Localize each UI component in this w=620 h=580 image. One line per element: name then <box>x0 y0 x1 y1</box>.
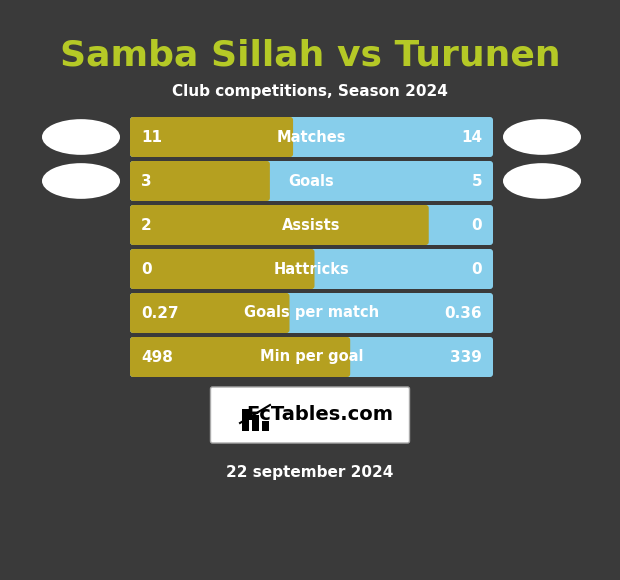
Ellipse shape <box>503 163 581 199</box>
Bar <box>252 415 259 431</box>
Text: Assists: Assists <box>282 218 341 233</box>
Text: 0: 0 <box>471 262 482 277</box>
Text: 22 september 2024: 22 september 2024 <box>226 465 394 480</box>
Text: 0.27: 0.27 <box>141 306 179 321</box>
Text: 0: 0 <box>471 218 482 233</box>
Text: Goals: Goals <box>289 173 334 188</box>
Text: Hattricks: Hattricks <box>273 262 350 277</box>
FancyBboxPatch shape <box>130 249 314 289</box>
FancyBboxPatch shape <box>130 205 429 245</box>
FancyBboxPatch shape <box>130 337 493 377</box>
Text: 0.36: 0.36 <box>445 306 482 321</box>
FancyBboxPatch shape <box>130 117 293 157</box>
Ellipse shape <box>42 119 120 155</box>
Text: 11: 11 <box>141 129 162 144</box>
Text: Min per goal: Min per goal <box>260 350 363 364</box>
FancyBboxPatch shape <box>130 249 493 289</box>
FancyBboxPatch shape <box>130 161 270 201</box>
Text: 5: 5 <box>471 173 482 188</box>
Text: Samba Sillah vs Turunen: Samba Sillah vs Turunen <box>60 38 560 72</box>
Text: 0: 0 <box>141 262 152 277</box>
Ellipse shape <box>503 119 581 155</box>
Text: 3: 3 <box>141 173 152 188</box>
Text: 498: 498 <box>141 350 173 364</box>
Text: Club competitions, Season 2024: Club competitions, Season 2024 <box>172 84 448 99</box>
FancyBboxPatch shape <box>130 293 493 333</box>
Text: 339: 339 <box>450 350 482 364</box>
Bar <box>262 421 269 431</box>
FancyBboxPatch shape <box>211 387 409 443</box>
Text: Matches: Matches <box>277 129 346 144</box>
FancyBboxPatch shape <box>130 161 493 201</box>
Text: FcTables.com: FcTables.com <box>247 405 394 425</box>
FancyBboxPatch shape <box>130 117 493 157</box>
FancyBboxPatch shape <box>130 205 493 245</box>
Ellipse shape <box>42 163 120 199</box>
Text: Goals per match: Goals per match <box>244 306 379 321</box>
Text: 2: 2 <box>141 218 152 233</box>
FancyBboxPatch shape <box>130 293 290 333</box>
Text: 14: 14 <box>461 129 482 144</box>
Bar <box>242 409 249 431</box>
FancyBboxPatch shape <box>130 337 350 377</box>
